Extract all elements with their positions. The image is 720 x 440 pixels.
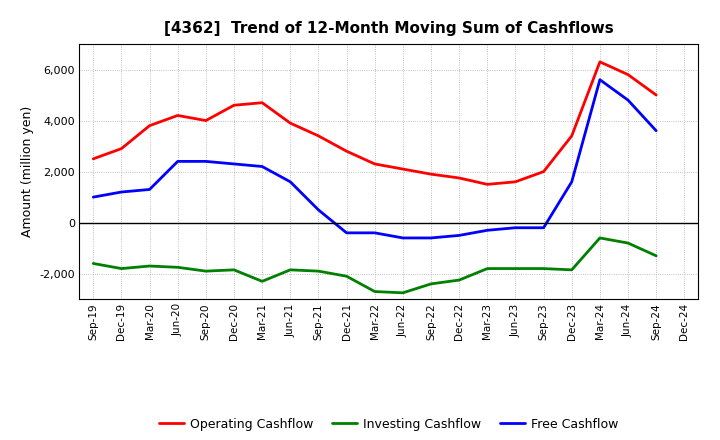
Investing Cashflow <box>202 268 210 274</box>
Investing Cashflow <box>286 267 294 272</box>
Investing Cashflow <box>399 290 408 296</box>
Investing Cashflow <box>455 278 464 283</box>
Operating Cashflow <box>314 133 323 139</box>
Legend: Operating Cashflow, Investing Cashflow, Free Cashflow: Operating Cashflow, Investing Cashflow, … <box>154 413 624 436</box>
Investing Cashflow <box>117 266 126 271</box>
Investing Cashflow <box>595 235 604 241</box>
Operating Cashflow <box>370 161 379 167</box>
Line: Free Cashflow: Free Cashflow <box>94 80 656 238</box>
Free Cashflow <box>286 179 294 184</box>
Free Cashflow <box>595 77 604 82</box>
Investing Cashflow <box>539 266 548 271</box>
Investing Cashflow <box>89 261 98 266</box>
Investing Cashflow <box>314 268 323 274</box>
Investing Cashflow <box>258 279 266 284</box>
Operating Cashflow <box>145 123 154 128</box>
Investing Cashflow <box>145 264 154 269</box>
Free Cashflow <box>455 233 464 238</box>
Free Cashflow <box>624 98 632 103</box>
Operating Cashflow <box>286 121 294 126</box>
Operating Cashflow <box>539 169 548 174</box>
Operating Cashflow <box>342 149 351 154</box>
Line: Investing Cashflow: Investing Cashflow <box>94 238 656 293</box>
Title: [4362]  Trend of 12-Month Moving Sum of Cashflows: [4362] Trend of 12-Month Moving Sum of C… <box>164 21 613 36</box>
Free Cashflow <box>174 159 182 164</box>
Free Cashflow <box>483 227 492 233</box>
Operating Cashflow <box>624 72 632 77</box>
Free Cashflow <box>342 230 351 235</box>
Operating Cashflow <box>595 59 604 65</box>
Free Cashflow <box>399 235 408 241</box>
Operating Cashflow <box>258 100 266 105</box>
Investing Cashflow <box>370 289 379 294</box>
Investing Cashflow <box>652 253 660 258</box>
Free Cashflow <box>258 164 266 169</box>
Operating Cashflow <box>652 92 660 98</box>
Operating Cashflow <box>89 156 98 161</box>
Free Cashflow <box>230 161 238 167</box>
Investing Cashflow <box>624 240 632 246</box>
Free Cashflow <box>314 207 323 213</box>
Free Cashflow <box>652 128 660 133</box>
Operating Cashflow <box>567 133 576 139</box>
Y-axis label: Amount (million yen): Amount (million yen) <box>21 106 34 237</box>
Operating Cashflow <box>511 179 520 184</box>
Investing Cashflow <box>174 265 182 270</box>
Investing Cashflow <box>342 274 351 279</box>
Operating Cashflow <box>174 113 182 118</box>
Investing Cashflow <box>427 281 436 286</box>
Free Cashflow <box>427 235 436 241</box>
Free Cashflow <box>89 194 98 200</box>
Free Cashflow <box>511 225 520 231</box>
Free Cashflow <box>202 159 210 164</box>
Free Cashflow <box>539 225 548 231</box>
Operating Cashflow <box>202 118 210 123</box>
Investing Cashflow <box>230 267 238 272</box>
Investing Cashflow <box>483 266 492 271</box>
Operating Cashflow <box>399 166 408 172</box>
Investing Cashflow <box>567 267 576 272</box>
Operating Cashflow <box>455 175 464 180</box>
Free Cashflow <box>370 230 379 235</box>
Line: Operating Cashflow: Operating Cashflow <box>94 62 656 184</box>
Free Cashflow <box>145 187 154 192</box>
Operating Cashflow <box>230 103 238 108</box>
Operating Cashflow <box>483 182 492 187</box>
Free Cashflow <box>117 189 126 194</box>
Free Cashflow <box>567 179 576 184</box>
Operating Cashflow <box>427 172 436 177</box>
Investing Cashflow <box>511 266 520 271</box>
Operating Cashflow <box>117 146 126 151</box>
